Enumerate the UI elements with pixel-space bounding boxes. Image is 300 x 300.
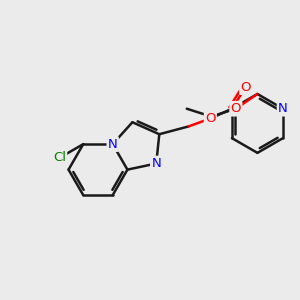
Text: N: N bbox=[278, 102, 288, 115]
Text: O: O bbox=[205, 112, 216, 125]
Text: O: O bbox=[231, 102, 241, 115]
Text: N: N bbox=[108, 138, 118, 151]
Text: N: N bbox=[152, 157, 161, 170]
Text: O: O bbox=[240, 81, 251, 94]
Text: Cl: Cl bbox=[53, 152, 66, 164]
